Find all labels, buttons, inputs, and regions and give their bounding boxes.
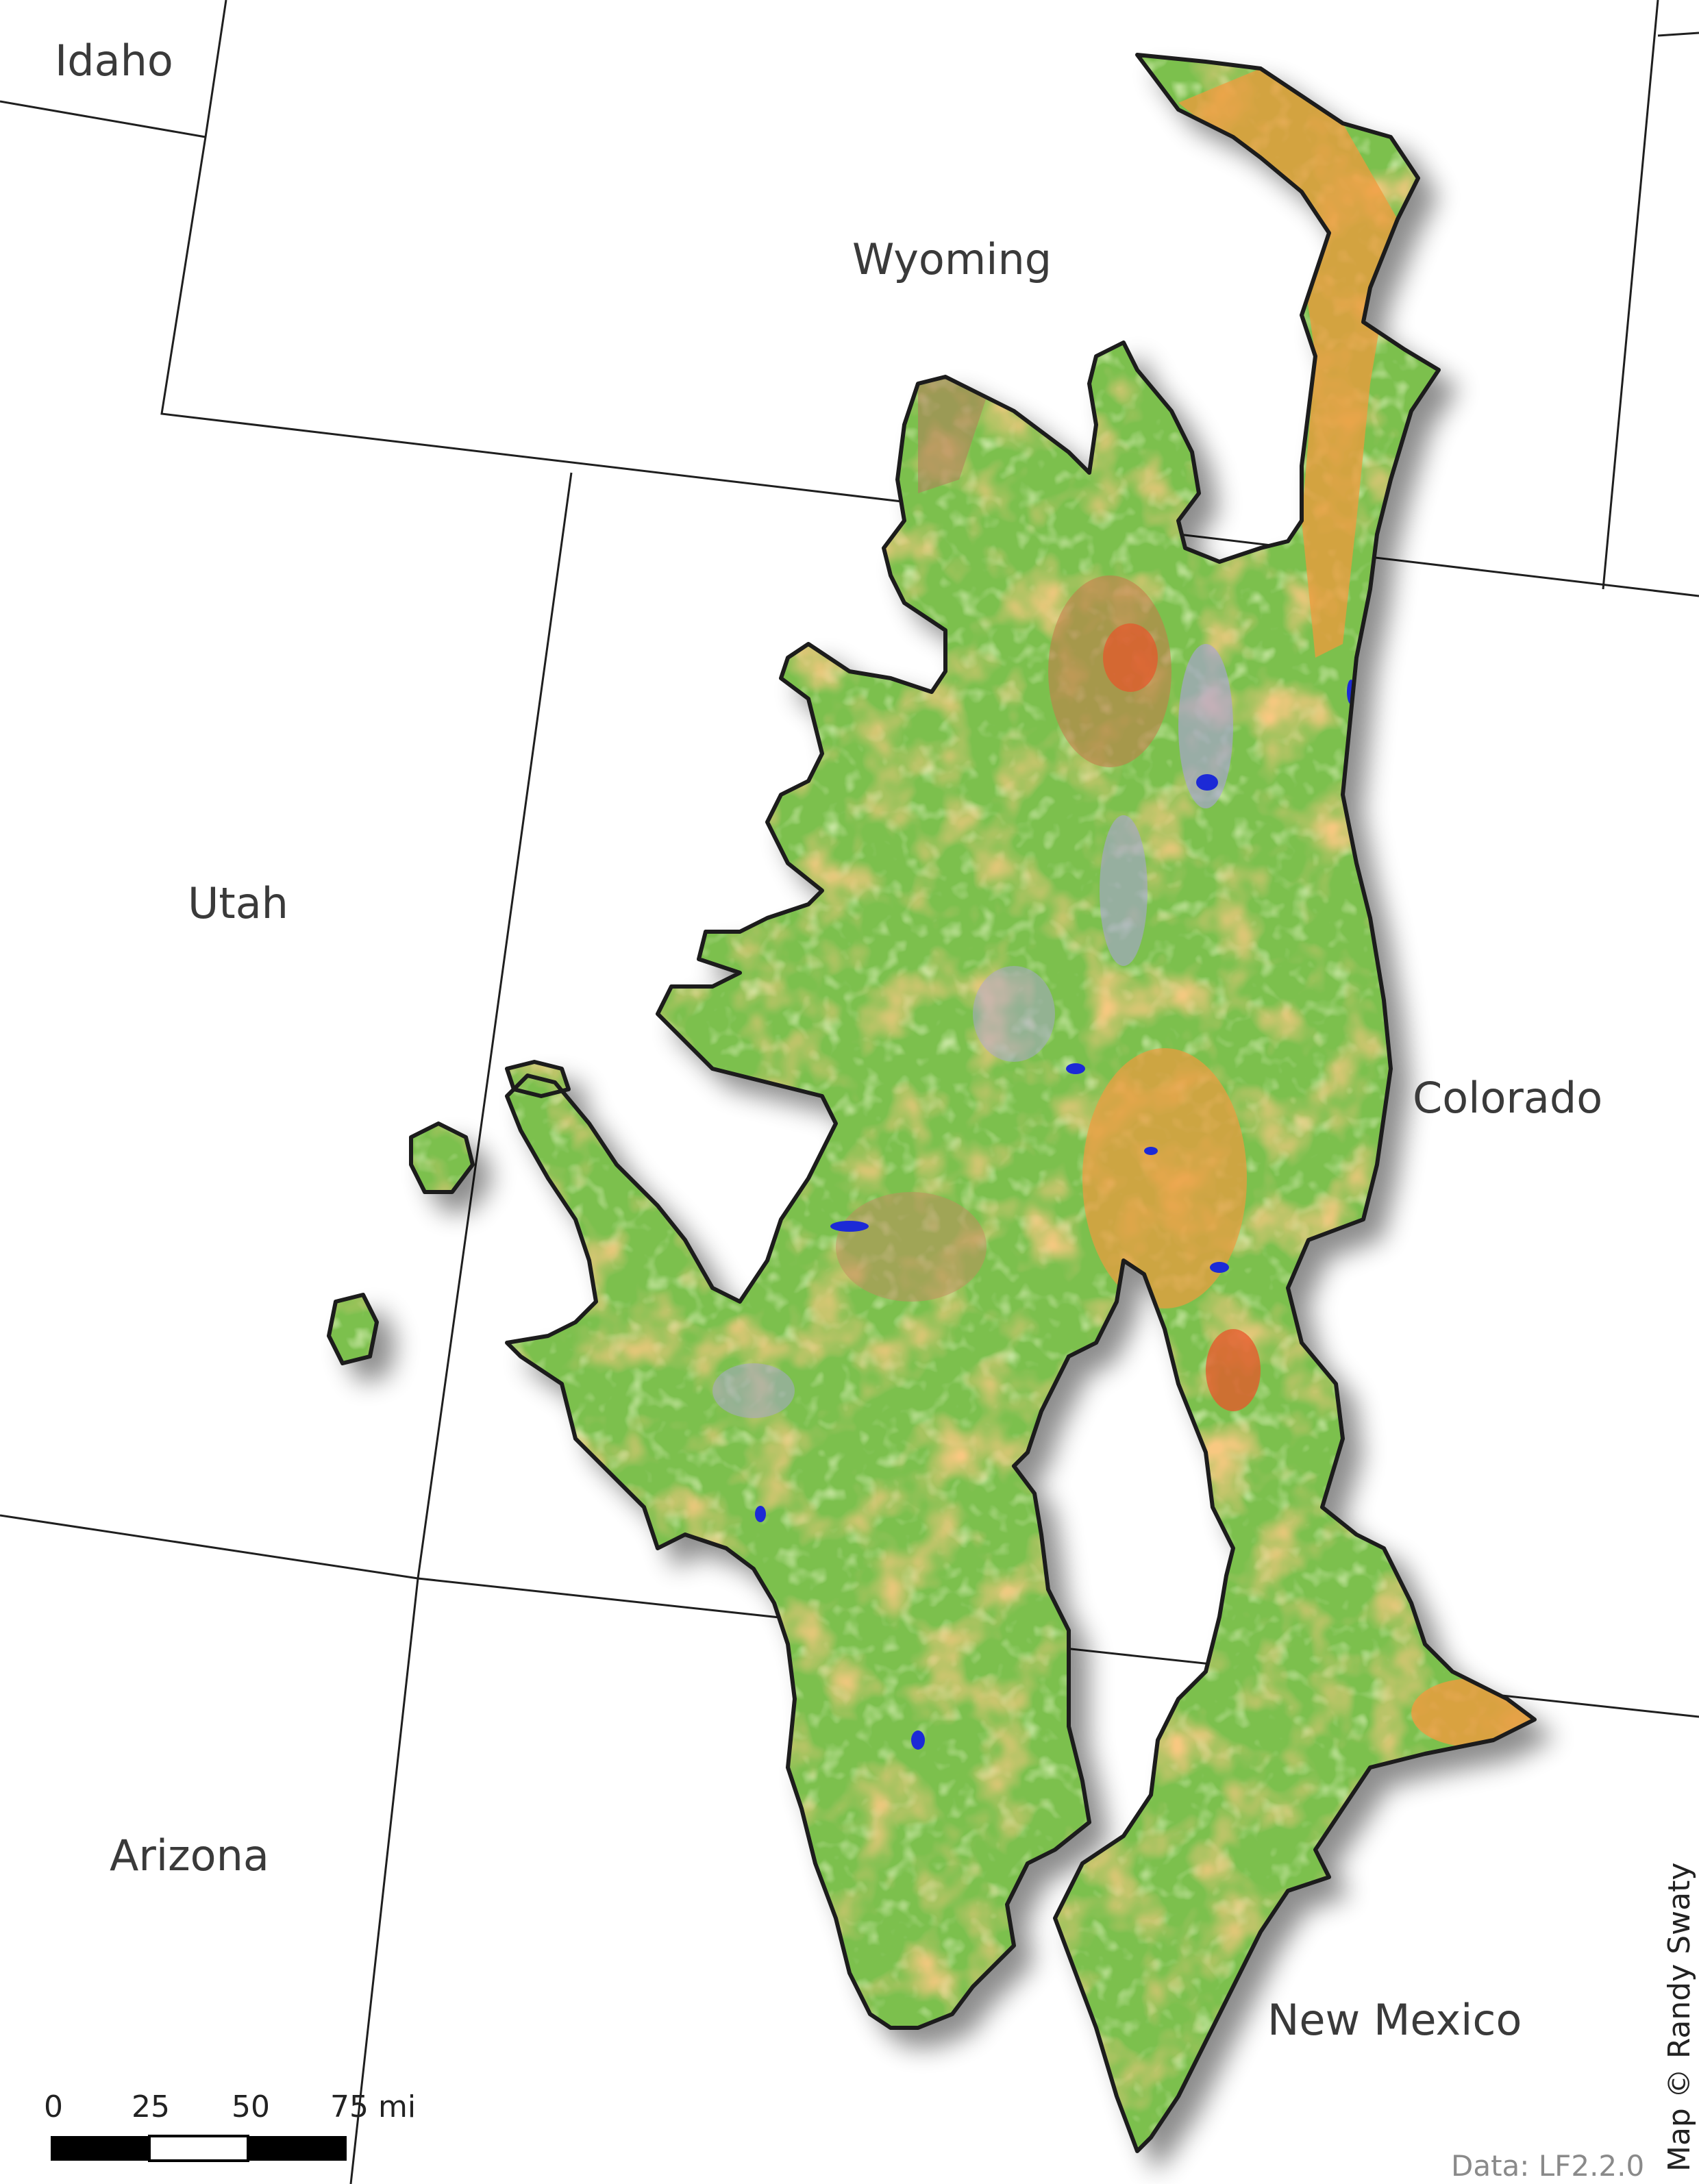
region-outline (327, 53, 1537, 2153)
island-outline-3 (505, 1060, 571, 1098)
alpine-zone-3 (973, 966, 1055, 1062)
reservoir-7 (755, 1506, 766, 1522)
water-bodies (755, 680, 1355, 1750)
reservoir-6 (911, 1730, 925, 1750)
state-label-arizona: Arizona (110, 1831, 269, 1881)
island-outline-1 (409, 1121, 475, 1194)
wyoming-east-border (1602, 0, 1659, 590)
data-source: Data: LF2.2.0 (1451, 2149, 1644, 2183)
state-label-new-mexico: New Mexico (1267, 1995, 1522, 2045)
main-region-outline (505, 53, 1537, 2153)
reservoir-4 (830, 1221, 869, 1232)
state-label-colorado: Colorado (1413, 1073, 1602, 1123)
island-outline-2 (327, 1293, 379, 1365)
red-zone-south (1206, 1329, 1261, 1411)
scale-segment-3 (248, 2136, 347, 2161)
idaho-wyoming-border (0, 100, 206, 138)
north-edge-brown (918, 377, 987, 493)
utah-colorado-border (349, 472, 573, 2184)
northeast-corner (1657, 32, 1699, 37)
scale-tick-50: 50 (232, 2089, 270, 2124)
scale-tick-75: 75 mi (330, 2089, 416, 2124)
scale-tick-0: 0 (44, 2089, 63, 2124)
reservoir-5 (1066, 1063, 1085, 1074)
west-brown-zone (836, 1192, 987, 1302)
alpine-zone-1 (1178, 644, 1233, 808)
map-credit: Map © Randy Swaty (1662, 1863, 1697, 2172)
alpine-zone-4 (712, 1363, 795, 1418)
scale-bar: 0 25 50 75 mi (44, 2089, 416, 2162)
scale-segment-2 (148, 2135, 249, 2162)
reservoir-8 (1144, 1147, 1158, 1155)
central-orange-zone (1082, 1048, 1247, 1308)
red-zone-north (1103, 623, 1158, 692)
reservoir-3 (1210, 1262, 1229, 1273)
state-label-wyoming: Wyoming (852, 234, 1052, 284)
state-label-utah: Utah (188, 878, 288, 928)
scale-segment-1 (51, 2136, 149, 2161)
northeast-orange-zone (1178, 69, 1398, 658)
alpine-zone-2 (1100, 815, 1148, 966)
scale-tick-25: 25 (132, 2089, 170, 2124)
reservoir-1 (1196, 774, 1218, 791)
state-label-idaho: Idaho (55, 36, 173, 86)
